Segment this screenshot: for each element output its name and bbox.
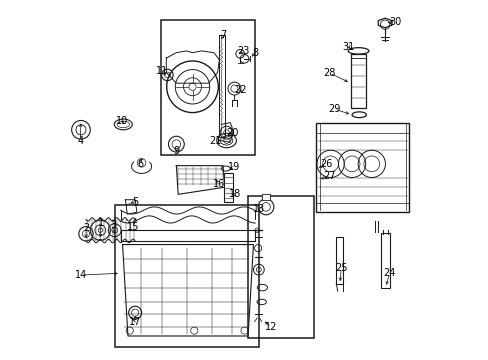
Text: 10: 10 — [116, 116, 128, 126]
Text: 8: 8 — [252, 48, 258, 58]
Text: 29: 29 — [327, 104, 340, 114]
Text: 13: 13 — [252, 204, 264, 214]
Text: 16: 16 — [213, 179, 225, 189]
Bar — [161, 21, 255, 155]
Bar — [350, 54, 366, 108]
Text: 5: 5 — [132, 197, 138, 207]
Text: 25: 25 — [334, 263, 347, 273]
Text: 18: 18 — [229, 189, 241, 199]
Text: 2: 2 — [82, 224, 89, 233]
Text: 26: 26 — [320, 159, 332, 169]
Text: 30: 30 — [388, 17, 401, 27]
Bar — [380, 233, 389, 288]
Text: 19: 19 — [227, 162, 240, 172]
Text: 15: 15 — [127, 222, 139, 231]
Bar — [262, 194, 269, 201]
Text: 27: 27 — [323, 171, 335, 181]
Bar — [336, 237, 343, 284]
Text: 4: 4 — [77, 136, 83, 145]
Text: 28: 28 — [323, 68, 335, 78]
Text: 1: 1 — [98, 218, 104, 228]
Text: 17: 17 — [129, 317, 141, 327]
Text: 3: 3 — [110, 220, 117, 230]
Text: 9: 9 — [173, 146, 179, 156]
Bar — [115, 205, 258, 347]
Bar — [316, 123, 408, 212]
Text: 24: 24 — [383, 268, 395, 278]
Text: 22: 22 — [234, 85, 246, 95]
Text: 23: 23 — [237, 46, 249, 56]
Bar — [224, 173, 233, 202]
Text: 7: 7 — [220, 30, 225, 40]
Bar — [247, 196, 314, 338]
Text: 12: 12 — [264, 322, 277, 332]
Text: 6: 6 — [137, 159, 143, 169]
Text: 11: 11 — [156, 66, 168, 76]
Text: 21: 21 — [209, 136, 222, 145]
Text: 14: 14 — [75, 270, 87, 280]
Text: 20: 20 — [225, 129, 238, 138]
Text: 31: 31 — [342, 42, 354, 51]
